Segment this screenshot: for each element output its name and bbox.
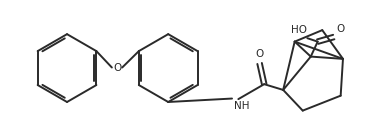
- Text: NH: NH: [234, 101, 250, 111]
- Text: O: O: [113, 63, 121, 73]
- Text: HO: HO: [291, 25, 307, 35]
- Text: O: O: [255, 49, 263, 59]
- Text: O: O: [337, 24, 345, 34]
